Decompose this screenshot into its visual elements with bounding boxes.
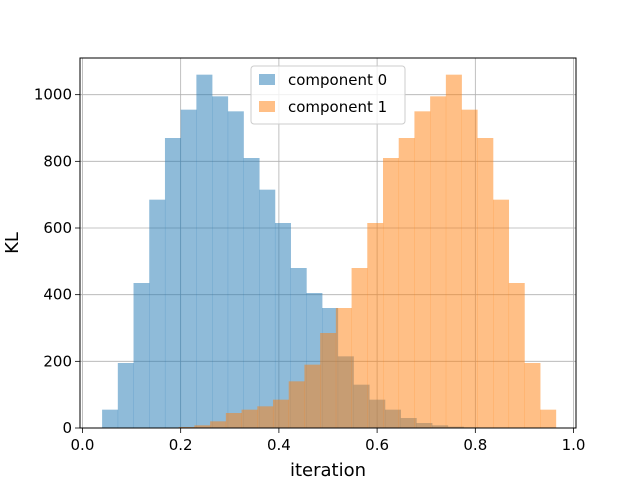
bar-component-1	[304, 365, 320, 428]
legend: component 0 component 1	[251, 66, 405, 124]
x-tick-label: 0.8	[463, 436, 487, 454]
bar-component-0	[196, 75, 212, 428]
x-tick-label: 0.2	[169, 436, 193, 454]
bar-component-1	[352, 268, 368, 428]
bar-component-0	[181, 110, 197, 428]
bar-component-1	[367, 223, 383, 428]
y-axis-label: KL	[2, 232, 23, 254]
y-tick-label: 0	[62, 419, 72, 437]
bar-component-0	[228, 111, 244, 428]
bar-component-1	[399, 138, 415, 428]
bar-component-1	[226, 413, 242, 428]
bar-component-0	[149, 200, 165, 428]
y-tick-label: 1000	[34, 86, 72, 104]
y-tick-label: 400	[43, 286, 72, 304]
bar-component-1	[493, 200, 509, 428]
bar-component-0	[275, 223, 291, 428]
bar-component-1	[477, 138, 493, 428]
y-tick-label: 800	[43, 152, 72, 170]
x-tick-label: 0.4	[267, 436, 291, 454]
bar-component-1	[210, 421, 226, 428]
bar-component-1	[446, 75, 462, 428]
bar-component-1	[257, 406, 273, 428]
bar-component-1	[430, 96, 446, 428]
legend-swatch-component-1	[259, 101, 275, 112]
x-tick-label: 0.6	[365, 436, 389, 454]
bar-component-1	[336, 308, 352, 428]
x-axis-label: iteration	[290, 460, 366, 480]
bar-component-0	[118, 363, 134, 428]
bar-component-1	[383, 158, 399, 428]
bar-component-1	[320, 333, 336, 428]
bar-component-1	[289, 381, 305, 428]
bar-component-0	[134, 283, 150, 428]
bar-component-1	[509, 283, 525, 428]
bar-component-1	[462, 110, 478, 428]
x-tick-label: 1.0	[562, 436, 586, 454]
bar-component-1	[540, 410, 556, 428]
legend-label-component-1: component 1	[288, 98, 387, 116]
bar-component-1	[524, 363, 540, 428]
y-tick-label: 200	[43, 352, 72, 370]
bar-component-0	[212, 96, 228, 428]
y-tick-label: 600	[43, 219, 72, 237]
bar-component-0	[102, 410, 118, 428]
legend-label-component-0: component 0	[288, 71, 387, 89]
bar-component-1	[273, 400, 289, 428]
bar-component-0	[165, 138, 181, 428]
legend-swatch-component-0	[259, 74, 275, 85]
bar-component-1	[242, 410, 258, 428]
bar-component-0	[244, 158, 260, 428]
x-tick-label: 0.0	[71, 436, 95, 454]
bar-component-0	[259, 190, 275, 428]
bar-component-1	[414, 111, 430, 428]
